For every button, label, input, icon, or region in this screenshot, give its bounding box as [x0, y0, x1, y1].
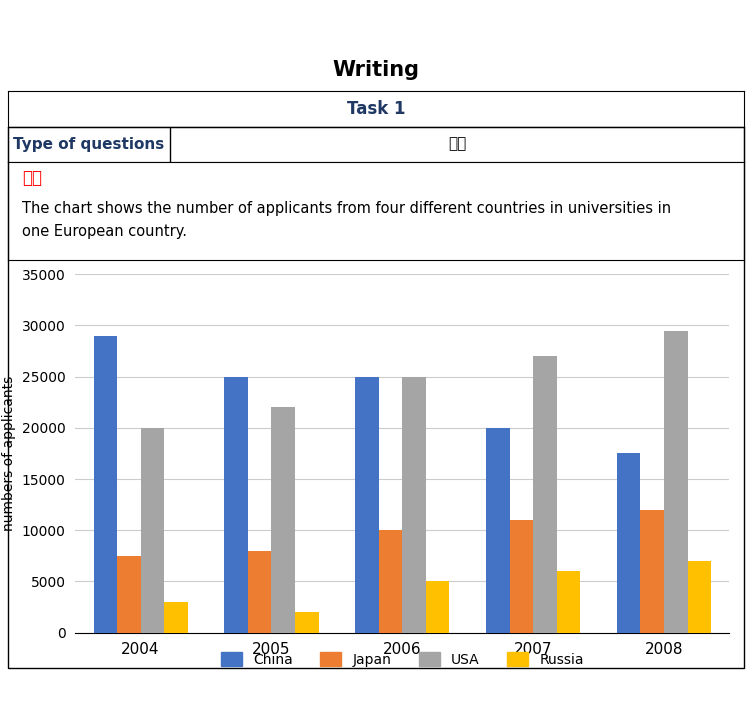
Bar: [164, 602, 188, 633]
Bar: [402, 377, 426, 633]
Bar: [224, 377, 248, 633]
Bar: [426, 581, 450, 633]
Bar: [556, 572, 581, 633]
Bar: [355, 377, 379, 633]
Text: The chart shows the number of applicants from four different countries in univer: The chart shows the number of applicants…: [23, 202, 672, 238]
Bar: [533, 356, 556, 633]
Bar: [379, 530, 402, 633]
Bar: [295, 612, 319, 633]
Legend: China, Japan, USA, Russia: China, Japan, USA, Russia: [215, 647, 590, 672]
Text: Writing: Writing: [332, 60, 420, 80]
Text: 柱图: 柱图: [448, 136, 466, 152]
Bar: [486, 428, 510, 633]
Y-axis label: numbers of applicants: numbers of applicants: [2, 376, 16, 531]
Bar: [617, 453, 641, 633]
Bar: [141, 428, 164, 633]
Bar: [117, 556, 141, 633]
Bar: [271, 407, 295, 633]
Bar: [510, 520, 533, 633]
Text: IELTS  NEWSLETTER: IELTS NEWSLETTER: [350, 15, 597, 34]
Bar: [248, 550, 271, 633]
Text: Task 1: Task 1: [347, 100, 405, 118]
Text: 新航道: 新航道: [62, 15, 88, 29]
Bar: [93, 335, 117, 633]
Text: Type of questions: Type of questions: [13, 136, 164, 152]
Bar: [641, 510, 664, 633]
Text: 题目: 题目: [23, 169, 42, 186]
Bar: [687, 561, 711, 633]
Bar: [664, 330, 687, 633]
